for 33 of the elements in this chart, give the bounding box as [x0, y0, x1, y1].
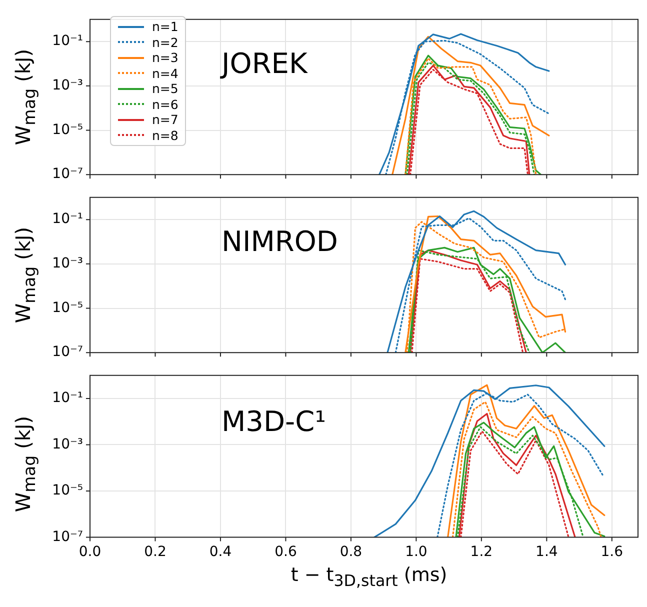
x-axis-title: t − t$_{3D,start}$ (ms) [290, 564, 448, 592]
x-tick-label: 0.6 [274, 544, 297, 560]
legend-label: n=2 [152, 34, 178, 50]
y-tick-label: 10⁻⁵ [52, 300, 83, 316]
x-tick-label: 1.0 [405, 544, 428, 560]
y-tick-label: 10⁻⁷ [52, 166, 83, 182]
x-tick-label: 1.4 [536, 544, 558, 560]
legend-label: n=8 [152, 128, 178, 143]
annotation: M3D-C¹ [222, 405, 326, 438]
y-tick-label: 10⁻³ [52, 436, 83, 452]
y-tick-label: 10⁻⁷ [52, 344, 83, 360]
x-tick-label: 0.8 [340, 544, 362, 560]
x-tick-label: 1.2 [470, 544, 493, 560]
legend-label: n=3 [152, 50, 178, 66]
y-tick-label: 10⁻⁵ [52, 482, 83, 499]
y-tick-label: 10⁻¹ [52, 390, 83, 406]
x-tick-label: 1.6 [600, 544, 624, 560]
y-tick-label: 10⁻⁵ [52, 122, 83, 138]
legend-label: n=5 [152, 81, 178, 96]
y-tick-label: 10⁻¹ [52, 211, 83, 228]
y-tick-label: 10⁻³ [52, 78, 83, 94]
x-tick-label: 0.4 [209, 544, 232, 560]
legend-label: n=7 [152, 112, 178, 128]
annotation: NIMROD [222, 225, 338, 258]
legend-label: n=4 [152, 66, 178, 81]
y-tick-label: 10⁻³ [52, 256, 83, 272]
annotation: JOREK [220, 47, 308, 80]
y-tick-label: 10⁻⁷ [52, 528, 83, 545]
x-tick-label: 0.2 [144, 544, 166, 560]
x-tick-label: 0.0 [78, 544, 102, 560]
y-tick-label: 10⁻¹ [52, 33, 83, 50]
legend-label: n=1 [152, 19, 178, 34]
legend-label: n=6 [152, 96, 178, 112]
